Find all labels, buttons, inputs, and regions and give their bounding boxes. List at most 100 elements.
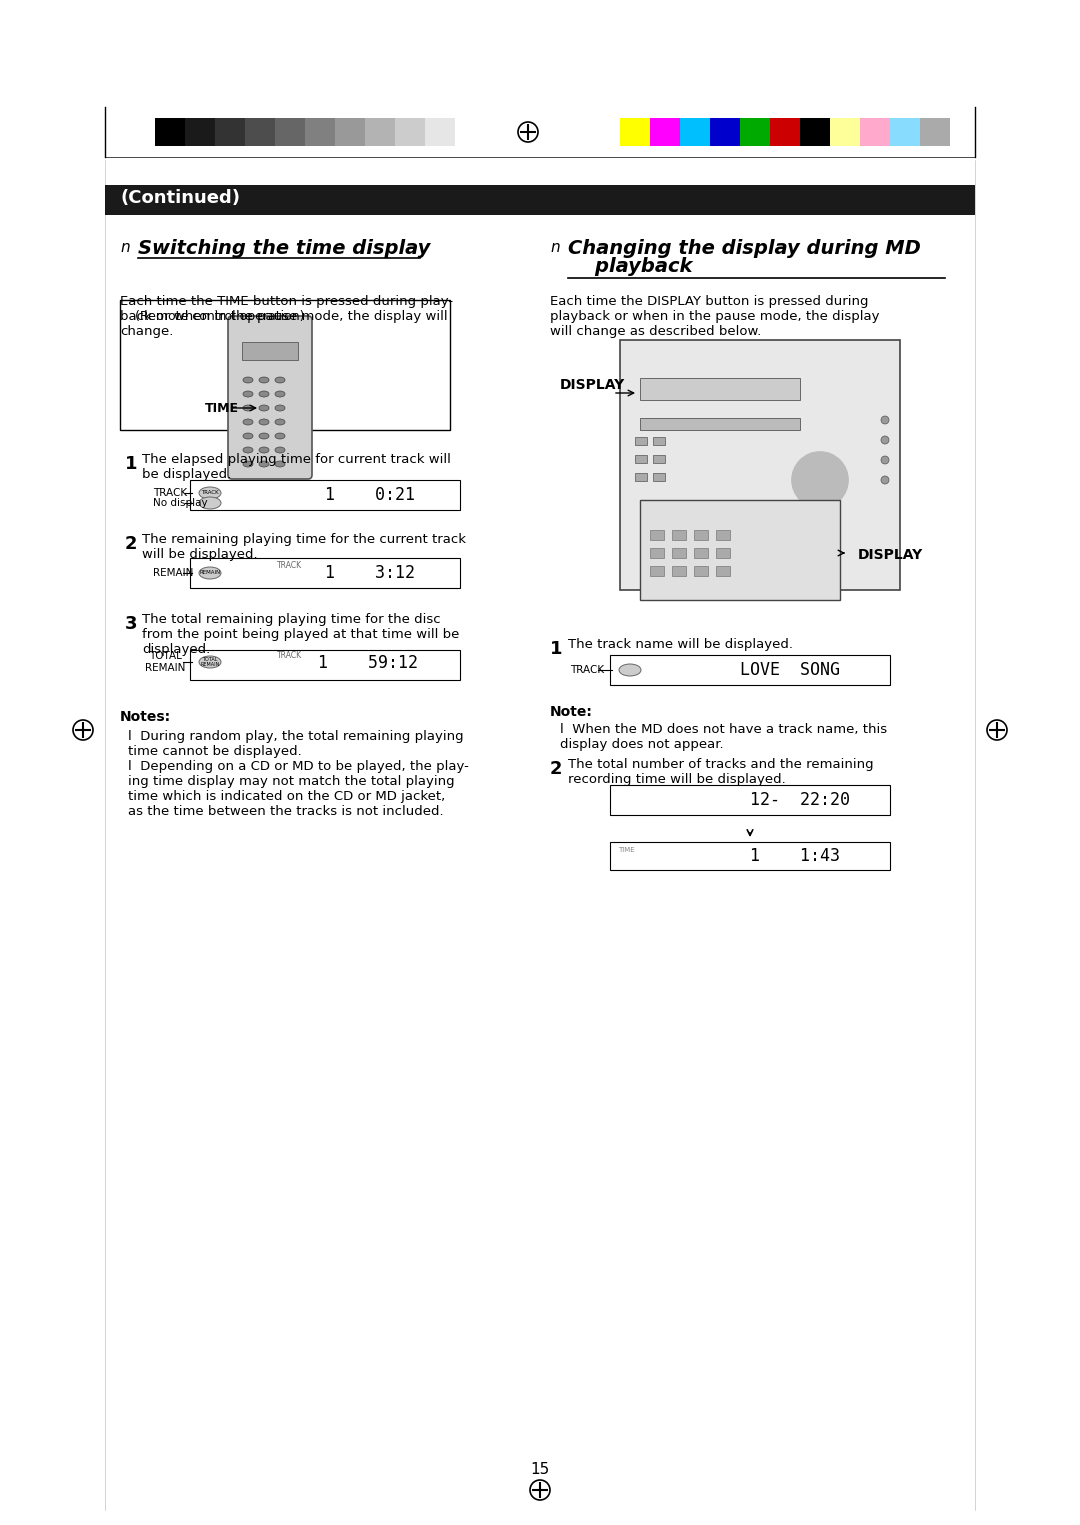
Bar: [653, 438, 665, 445]
Text: 1    0:21: 1 0:21: [325, 486, 415, 503]
Bar: [694, 531, 708, 540]
Text: 1: 1: [125, 454, 137, 473]
Text: DISPLAY: DISPLAY: [561, 378, 625, 392]
Text: The total remaining playing time for the disc
from the point being played at tha: The total remaining playing time for the…: [141, 613, 459, 656]
Text: LOVE  SONG: LOVE SONG: [740, 660, 840, 679]
Bar: [426, 117, 455, 146]
Ellipse shape: [275, 419, 285, 425]
Text: n: n: [550, 241, 559, 256]
Text: TIME: TIME: [205, 401, 239, 415]
Bar: [770, 117, 800, 146]
Text: The track name will be displayed.: The track name will be displayed.: [568, 637, 793, 651]
Text: The total number of tracks and the remaining
recording time will be displayed.: The total number of tracks and the remai…: [568, 758, 874, 785]
Circle shape: [792, 451, 848, 508]
Bar: [455, 117, 485, 146]
Ellipse shape: [199, 497, 221, 509]
Bar: [716, 566, 730, 576]
Ellipse shape: [619, 663, 642, 676]
Bar: [620, 117, 650, 146]
Bar: [680, 117, 710, 146]
Ellipse shape: [243, 447, 253, 453]
Ellipse shape: [881, 416, 889, 424]
Bar: [716, 531, 730, 540]
Bar: [640, 418, 800, 430]
Bar: [365, 117, 395, 146]
Text: Note:: Note:: [550, 705, 593, 718]
Ellipse shape: [199, 656, 221, 668]
Text: TIME: TIME: [618, 846, 635, 852]
Text: DISPLAY: DISPLAY: [858, 547, 923, 563]
Text: The elapsed playing time for current track will
be displayed.: The elapsed playing time for current tra…: [141, 453, 450, 480]
Ellipse shape: [259, 447, 269, 453]
Text: TRACK: TRACK: [278, 561, 302, 569]
Ellipse shape: [881, 456, 889, 464]
Bar: [190, 558, 460, 589]
Ellipse shape: [243, 406, 253, 412]
Bar: [740, 117, 770, 146]
Bar: [860, 117, 890, 146]
Ellipse shape: [243, 390, 253, 397]
Text: l  When the MD does not have a track name, this
display does not appear.: l When the MD does not have a track name…: [561, 723, 887, 750]
Bar: [672, 566, 686, 576]
Bar: [672, 547, 686, 558]
Bar: [105, 185, 975, 215]
Bar: [215, 117, 245, 146]
Text: TRACK: TRACK: [153, 488, 187, 499]
Bar: [305, 117, 335, 146]
Text: Each time the DISPLAY button is pressed during
playback or when in the pause mod: Each time the DISPLAY button is pressed …: [550, 294, 879, 339]
Text: n: n: [120, 241, 130, 256]
Ellipse shape: [259, 419, 269, 425]
Text: TRACK: TRACK: [570, 665, 604, 676]
Text: 1: 1: [550, 640, 563, 657]
Bar: [190, 650, 460, 680]
Ellipse shape: [275, 447, 285, 453]
Bar: [650, 566, 664, 576]
Text: 2: 2: [550, 759, 563, 778]
Ellipse shape: [199, 567, 221, 580]
Ellipse shape: [259, 377, 269, 383]
Bar: [610, 842, 890, 869]
Ellipse shape: [199, 486, 221, 499]
Text: (Continued): (Continued): [120, 189, 240, 207]
Text: TOTAL
REMAIN: TOTAL REMAIN: [145, 651, 186, 673]
Ellipse shape: [275, 406, 285, 412]
Bar: [672, 531, 686, 540]
Ellipse shape: [259, 390, 269, 397]
Text: TRACK: TRACK: [201, 491, 219, 496]
Text: 1    59:12: 1 59:12: [318, 654, 418, 673]
Text: playback: playback: [568, 258, 692, 276]
Text: 1    3:12: 1 3:12: [325, 564, 415, 583]
Ellipse shape: [275, 461, 285, 467]
Ellipse shape: [259, 433, 269, 439]
Text: 1    1:43: 1 1:43: [750, 846, 840, 865]
Bar: [190, 480, 460, 509]
Bar: [635, 454, 647, 464]
Bar: [694, 547, 708, 558]
Text: l  Depending on a CD or MD to be played, the play-
ing time display may not matc: l Depending on a CD or MD to be played, …: [129, 759, 469, 817]
Text: 12-  22:20: 12- 22:20: [750, 791, 850, 808]
Text: TOTAL
REMAIN: TOTAL REMAIN: [200, 657, 219, 668]
Bar: [716, 547, 730, 558]
Bar: [242, 342, 298, 360]
Text: No display: No display: [153, 499, 207, 508]
Text: (Remote control operation): (Remote control operation): [135, 310, 305, 323]
Text: 2: 2: [125, 535, 137, 554]
Text: The remaining playing time for the current track
will be displayed.: The remaining playing time for the curre…: [141, 534, 465, 561]
Text: l  During random play, the total remaining playing
time cannot be displayed.: l During random play, the total remainin…: [129, 730, 463, 758]
Bar: [831, 117, 860, 146]
Text: 3: 3: [125, 615, 137, 633]
Bar: [640, 378, 800, 400]
FancyBboxPatch shape: [228, 316, 312, 479]
Text: REMAIN: REMAIN: [153, 567, 193, 578]
Ellipse shape: [243, 461, 253, 467]
Bar: [620, 340, 900, 590]
Bar: [710, 117, 740, 146]
Ellipse shape: [243, 433, 253, 439]
Ellipse shape: [275, 390, 285, 397]
Ellipse shape: [275, 433, 285, 439]
Bar: [610, 656, 890, 685]
Bar: [635, 438, 647, 445]
Bar: [800, 117, 831, 146]
Bar: [635, 473, 647, 480]
Bar: [694, 566, 708, 576]
